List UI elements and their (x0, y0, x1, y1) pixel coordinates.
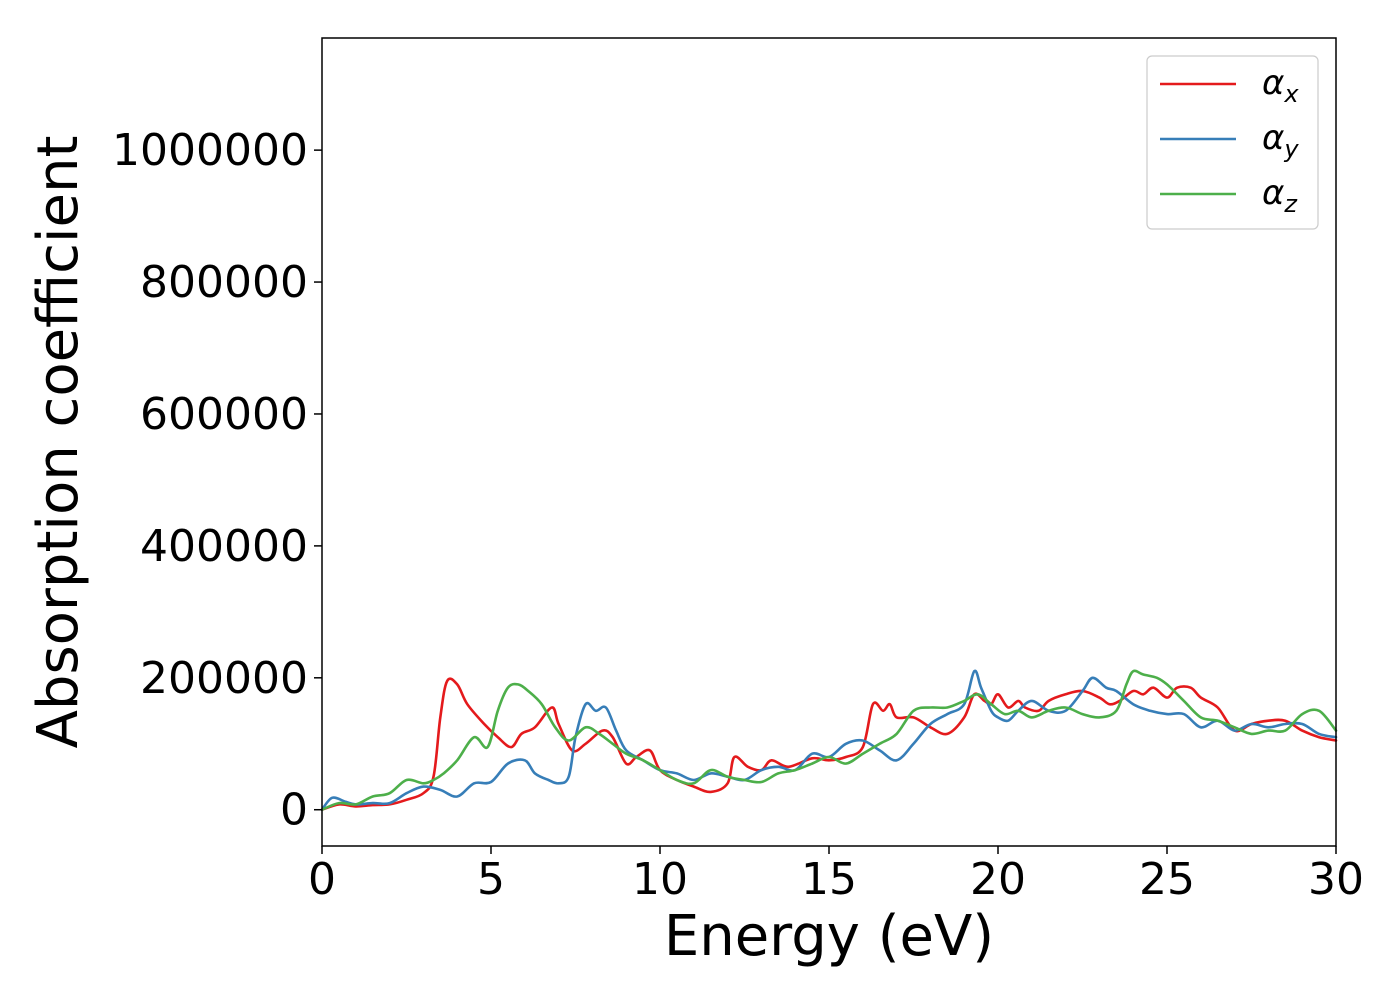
x-tick-label: 20 (970, 854, 1026, 905)
x-tick-label: 15 (801, 854, 857, 905)
y-tick-label: 600000 (140, 389, 308, 440)
x-tick-label: 5 (477, 854, 505, 905)
y-tick-label: 0 (280, 785, 308, 836)
y-tick-label: 1000000 (112, 125, 308, 176)
legend-box (1146, 55, 1319, 230)
y-tick-label: 800000 (140, 257, 308, 308)
y-tick-label: 400000 (140, 521, 308, 572)
x-tick-label: 30 (1308, 854, 1364, 905)
x-tick-label: 25 (1139, 854, 1195, 905)
y-tick-label: 200000 (140, 653, 308, 704)
x-tick-label: 0 (308, 854, 336, 905)
legend-label-z: αz (1262, 173, 1298, 218)
series-line-z (320, 669, 1338, 811)
x-axis: 0 5 10 15 20 25 30 (308, 846, 1364, 905)
series-line-x (320, 677, 1338, 811)
x-tick-label: 10 (632, 854, 688, 905)
series-line-y (320, 669, 1338, 811)
x-axis-title: Energy (eV) (664, 904, 994, 969)
series-layer (320, 669, 1338, 811)
y-axis-title: Absorption coefficient (26, 136, 91, 749)
y-axis: 0 200000 400000 600000 800000 1000000 (112, 125, 322, 836)
